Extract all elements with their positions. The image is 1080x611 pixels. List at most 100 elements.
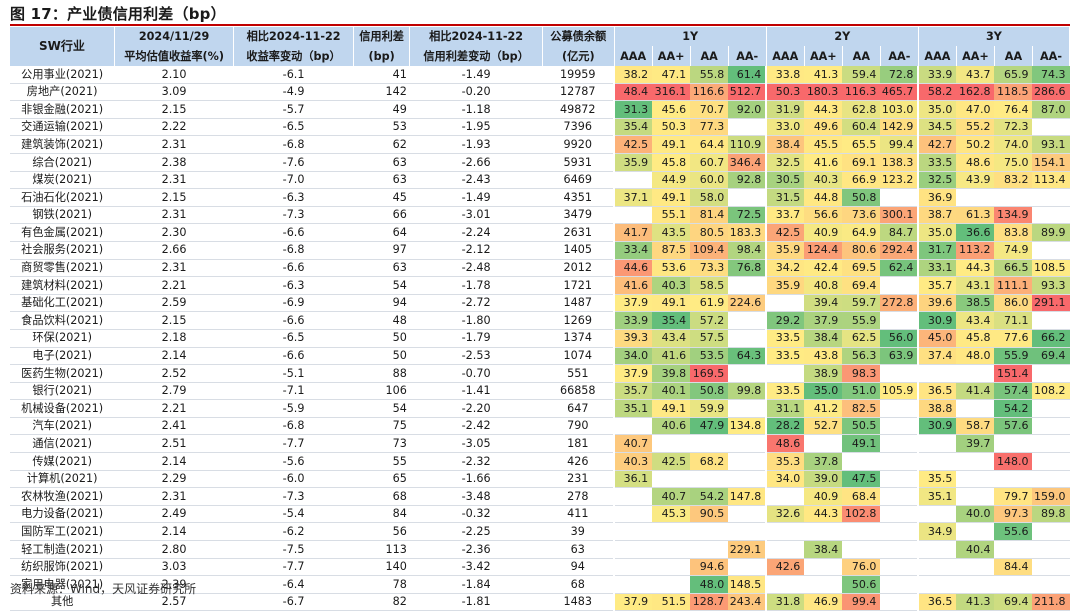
title-rule [10,24,1070,26]
spread-value-cell: 169.5 [690,364,729,383]
spread-value-cell: 57.2 [690,311,729,330]
spread-value-cell: 35.3 [765,452,805,471]
spread-value-cell: 42.4 [804,259,843,278]
spread-value-cell: 64.9 [842,223,881,242]
spread-value-cell: 35.5 [917,470,957,489]
spread-value-cell: 211.8 [1032,593,1070,611]
spread-value-cell: 30.9 [917,417,957,436]
spread-value-cell: 82.5 [842,399,881,418]
amount-cell: 2012 [542,259,615,278]
spread-value-cell [956,452,995,471]
spread-change-cell: -1.84 [409,575,543,594]
spread-value-cell: 31.5 [765,188,805,207]
spread-value-cell: 103.0 [880,100,919,119]
spread-value-cell: 73.6 [842,206,881,225]
industry-cell: 非银金融(2021) [10,100,115,119]
yield-change-cell: -5.1 [233,364,354,383]
spread-value-cell: 151.4 [994,364,1033,383]
yield-change-cell: -7.3 [233,206,354,225]
spread-value-cell: 41.3 [956,593,995,611]
header-rating-aaa: AAA [766,46,805,66]
yield-cell: 2.15 [114,100,234,119]
spread-value-cell: 55.8 [690,66,729,84]
spread-value-cell: 40.6 [652,417,691,436]
industry-cell: 汽车(2021) [10,417,115,436]
spread-change-cell: -0.70 [409,364,543,383]
spread-value-cell: 72.3 [994,118,1033,137]
spread-value-cell: 31.7 [917,241,957,260]
yield-change-cell: -7.0 [233,171,354,190]
spread-value-cell: 42.7 [917,135,957,154]
yield-cell: 2.22 [114,118,234,137]
spread-value-cell [728,434,767,454]
yield-change-cell: -6.8 [233,241,354,260]
spread-change-cell: -1.41 [409,382,543,401]
amount-cell: 39 [542,522,615,542]
spread-value-cell: 61.4 [728,66,767,84]
spread-value-cell: 33.8 [765,66,805,84]
yield-cell: 3.03 [114,558,234,577]
spread-change-cell: -1.66 [409,470,543,489]
spread-change-cell: -1.80 [409,311,543,330]
industry-cell: 医药生物(2021) [10,364,115,383]
spread-value-cell [652,540,691,559]
spread-value-cell [1032,399,1070,418]
yield-change-cell: -5.9 [233,399,354,418]
spread-value-cell: 43.1 [956,276,995,295]
spread-value-cell: 43.8 [804,347,843,366]
industry-cell: 国防军工(2021) [10,522,115,542]
spread-value-cell: 89.9 [1032,223,1070,242]
spread-value-cell [765,522,805,542]
yield-cell: 2.14 [114,347,234,366]
industry-cell: 电力设备(2021) [10,505,115,524]
spread-value-cell: 43.7 [956,66,995,84]
spread-value-cell: 31.1 [765,399,805,418]
spread-value-cell [613,417,653,436]
yield-change-cell: -6.9 [233,294,354,313]
amount-cell: 1374 [542,329,615,348]
spread-value-cell: 45.3 [652,505,691,524]
spread-value-cell: 58.0 [690,188,729,207]
spread-cell: 78 [353,575,410,594]
spread-change-cell: -3.42 [409,558,543,577]
spread-value-cell [1032,206,1070,225]
spread-value-cell: 68.2 [690,452,729,471]
spread-value-cell: 43.4 [956,311,995,330]
spread-value-cell: 29.2 [765,311,805,330]
industry-cell: 食品饮料(2021) [10,311,115,330]
header-yield-date: 2024/11/29 [114,27,235,46]
spread-value-cell: 111.1 [994,276,1033,295]
spread-value-cell [690,540,729,559]
spread-value-cell: 35.9 [765,241,805,260]
spread-value-cell [1032,311,1070,330]
spread-value-cell: 42.5 [765,223,805,242]
industry-cell: 基础化工(2021) [10,294,115,313]
spread-value-cell: 33.5 [765,347,805,366]
spread-cell: 66 [353,206,410,225]
spread-value-cell [765,294,805,313]
spread-value-cell [994,575,1033,594]
spread-change-cell: -1.81 [409,593,543,611]
header-spread-change-label: 信用利差变动（bp） [409,46,543,66]
spread-value-cell [613,487,653,506]
spread-value-cell [804,558,843,577]
spread-value-cell: 116.3 [842,83,881,102]
yield-cell: 2.18 [114,329,234,348]
spread-cell: 65 [353,470,410,489]
spread-value-cell: 40.3 [652,276,691,295]
yield-cell: 2.31 [114,487,234,506]
spread-change-cell: -2.32 [409,452,543,471]
spread-value-cell [956,399,995,418]
spread-value-cell: 48.0 [690,575,729,594]
spread-value-cell: 147.8 [728,487,767,506]
spread-value-cell: 138.3 [880,153,919,172]
header-rating-aa-plus: AA+ [804,46,843,66]
spread-value-cell [1032,558,1070,577]
spread-value-cell: 89.8 [1032,505,1070,524]
yield-change-cell: -7.7 [233,558,354,577]
table-row: 家用电器(2021) 2.39 -6.4 78 -1.84 68 48.0 148.5 50.6 [10,575,1070,594]
spread-cell: 54 [353,399,410,418]
spread-value-cell [613,522,653,542]
spread-value-cell: 64.4 [690,135,729,154]
spread-value-cell: 33.4 [613,241,653,260]
